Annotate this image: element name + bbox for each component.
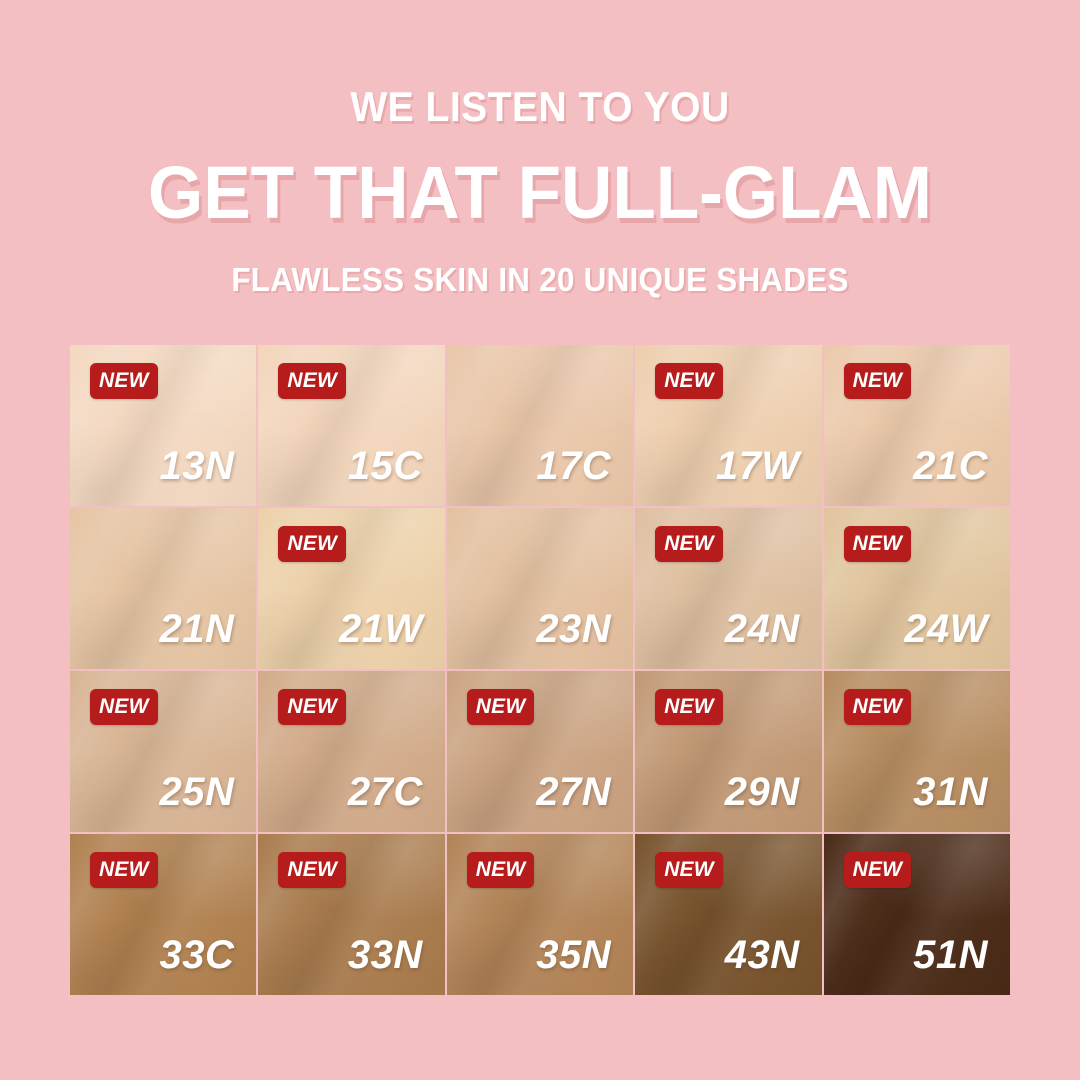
new-badge: NEW xyxy=(655,526,723,562)
shade-swatch[interactable]: NEW 27N xyxy=(446,671,634,832)
shade-swatch[interactable]: NEW 17W xyxy=(635,345,822,506)
new-badge: NEW xyxy=(278,852,346,888)
shade-swatch[interactable]: NEW 29N xyxy=(635,671,822,832)
new-badge: NEW xyxy=(90,689,158,725)
shade-grid: NEW13NNEW15CNEW17CNEW17WNEW21CNEW21NNEW2… xyxy=(70,345,1010,995)
shade-code-label: 23N xyxy=(536,607,612,651)
shade-swatch[interactable]: NEW 31N xyxy=(823,671,1010,832)
subtitle-text: FLAWLESS SKIN IN 20 UNIQUE SHADES xyxy=(231,261,849,298)
shade-code-label: 33N xyxy=(347,933,423,977)
shade-code-label: 51N xyxy=(913,933,988,977)
promo-header: WE LISTEN TO YOU GET THAT FULL-GLAM FLAW… xyxy=(0,0,1080,298)
shade-code-label: 24N xyxy=(724,607,800,651)
new-badge: NEW xyxy=(655,363,723,399)
shade-swatch[interactable]: NEW 25N xyxy=(70,671,257,832)
new-badge: NEW xyxy=(278,363,346,399)
new-badge: NEW xyxy=(843,852,912,888)
shade-code-label: 29N xyxy=(724,770,800,814)
new-badge: NEW xyxy=(843,689,912,725)
new-badge: NEW xyxy=(90,852,158,888)
shade-code-label: 21C xyxy=(913,444,988,488)
shade-code-label: 25N xyxy=(159,770,235,814)
shade-code-label: 21W xyxy=(339,607,423,651)
new-badge: NEW xyxy=(466,852,535,888)
new-badge: NEW xyxy=(843,526,912,562)
shade-code-label: 13N xyxy=(159,444,235,488)
shade-code-label: 27N xyxy=(536,770,612,814)
new-badge: NEW xyxy=(90,363,158,399)
shade-code-label: 31N xyxy=(913,770,988,814)
shade-swatch[interactable]: NEW21N xyxy=(70,508,257,669)
shade-code-label: 33C xyxy=(159,933,235,977)
shade-swatch[interactable]: NEW 43N xyxy=(635,834,822,995)
eyebrow-text: WE LISTEN TO YOU xyxy=(350,83,730,130)
shade-swatch[interactable]: NEW 35N xyxy=(446,834,634,995)
shade-swatch[interactable]: NEW 33N xyxy=(258,834,445,995)
new-badge: NEW xyxy=(843,363,912,399)
shade-swatch[interactable]: NEW 24W xyxy=(823,508,1010,669)
new-badge: NEW xyxy=(655,689,723,725)
new-badge: NEW xyxy=(278,526,346,562)
page-title: GET THAT FULL-GLAM xyxy=(148,151,932,234)
shade-swatch[interactable]: NEW23N xyxy=(446,508,634,669)
new-badge: NEW xyxy=(655,852,723,888)
shade-code-label: 43N xyxy=(724,933,800,977)
shade-swatch[interactable]: NEW 33C xyxy=(70,834,257,995)
shade-code-label: 17C xyxy=(536,444,612,488)
shade-code-label: 21N xyxy=(159,607,235,651)
shade-swatch[interactable]: NEW17C xyxy=(446,345,634,506)
shade-swatch[interactable]: NEW 21C xyxy=(823,345,1010,506)
shade-swatch[interactable]: NEW 51N xyxy=(823,834,1010,995)
shade-swatch[interactable]: NEW 27C xyxy=(258,671,445,832)
new-badge: NEW xyxy=(278,689,346,725)
shade-code-label: 17W xyxy=(715,444,800,488)
shade-swatch[interactable]: NEW 15C xyxy=(258,345,445,506)
shade-code-label: 35N xyxy=(536,933,612,977)
shade-code-label: 27C xyxy=(347,770,423,814)
shade-swatch[interactable]: NEW 24N xyxy=(635,508,822,669)
shade-swatch[interactable]: NEW 21W xyxy=(258,508,445,669)
shade-code-label: 15C xyxy=(347,444,423,488)
new-badge: NEW xyxy=(466,689,535,725)
shade-code-label: 24W xyxy=(904,607,988,651)
shade-swatch[interactable]: NEW 13N xyxy=(70,345,257,506)
